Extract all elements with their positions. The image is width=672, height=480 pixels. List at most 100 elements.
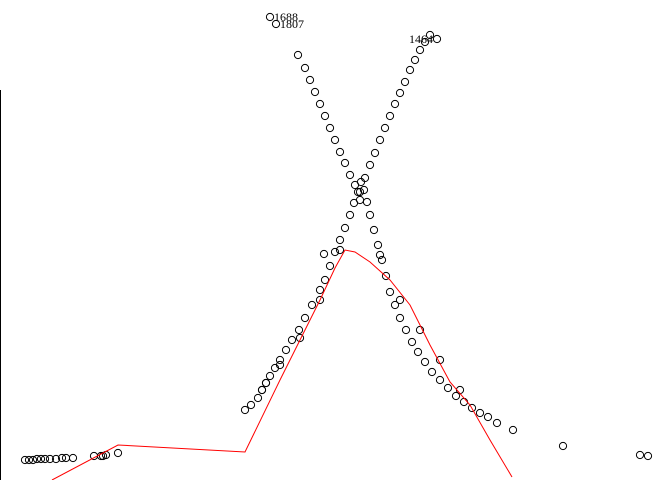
data-point <box>375 135 385 145</box>
data-point <box>400 77 410 87</box>
data-point <box>395 295 405 305</box>
data-point <box>57 453 67 463</box>
data-point <box>390 99 400 109</box>
data-point <box>330 135 340 145</box>
point-label-1688: 1688 <box>274 10 298 24</box>
data-point <box>40 454 50 464</box>
data-point <box>68 453 78 463</box>
data-point <box>265 12 275 22</box>
data-point <box>385 287 395 297</box>
data-point <box>335 147 345 157</box>
data-point <box>265 371 275 381</box>
data-point <box>427 367 437 377</box>
data-point <box>435 375 445 385</box>
data-point <box>325 261 335 271</box>
data-point <box>483 412 493 422</box>
data-point <box>246 400 256 410</box>
data-point <box>287 335 297 345</box>
data-point <box>340 158 350 168</box>
data-point <box>315 99 325 109</box>
data-point <box>305 75 315 85</box>
data-point <box>415 325 425 335</box>
data-point <box>257 385 267 395</box>
data-point <box>381 271 391 281</box>
data-point <box>359 185 369 195</box>
data-point <box>375 250 385 260</box>
data-point <box>51 454 61 464</box>
data-point <box>319 249 329 259</box>
data-point <box>36 454 46 464</box>
data-point <box>365 210 375 220</box>
data-point <box>410 55 420 65</box>
data-point <box>240 405 250 415</box>
data-point <box>113 448 123 458</box>
data-point <box>293 50 303 60</box>
data-point <box>355 187 365 197</box>
data-point <box>377 255 387 265</box>
data-point <box>340 223 350 233</box>
points-layer <box>20 12 653 465</box>
data-point <box>20 455 30 465</box>
data-point <box>405 65 415 75</box>
data-point <box>492 418 502 428</box>
data-point <box>420 357 430 367</box>
data-point <box>643 451 653 461</box>
data-point <box>475 408 485 418</box>
data-point <box>443 383 453 393</box>
data-point <box>508 425 518 435</box>
data-point <box>350 180 360 190</box>
data-point <box>261 378 271 388</box>
data-point <box>281 345 291 355</box>
data-point <box>32 454 42 464</box>
data-point <box>335 235 345 245</box>
data-point <box>355 195 365 205</box>
data-point <box>385 111 395 121</box>
data-point <box>320 111 330 121</box>
data-point <box>307 300 317 310</box>
data-point <box>420 37 430 47</box>
point-label-1464: 1464 <box>409 32 433 46</box>
data-point <box>45 454 55 464</box>
data-point <box>320 275 330 285</box>
data-point <box>369 225 379 235</box>
data-point <box>407 337 417 347</box>
data-point <box>413 347 423 357</box>
data-point <box>353 187 363 197</box>
data-point <box>395 313 405 323</box>
data-point <box>395 88 405 98</box>
fit-line <box>51 249 513 480</box>
data-point <box>345 210 355 220</box>
data-point <box>294 325 304 335</box>
data-point <box>335 245 345 255</box>
fit-line-layer <box>51 249 513 480</box>
data-point <box>467 403 477 413</box>
data-point <box>300 313 310 323</box>
data-point <box>459 397 469 407</box>
data-point <box>345 170 355 180</box>
data-point <box>451 391 461 401</box>
data-point <box>315 295 325 305</box>
data-point <box>365 160 375 170</box>
data-point <box>315 285 325 295</box>
data-point <box>425 30 435 40</box>
data-point <box>373 240 383 250</box>
data-point <box>253 393 263 403</box>
data-point <box>325 123 335 133</box>
data-point <box>275 355 285 365</box>
data-point <box>360 173 370 183</box>
annotation-layer: 1688 1807 1464 <box>274 10 433 46</box>
data-point <box>390 300 400 310</box>
data-point <box>295 333 305 343</box>
data-point <box>362 197 372 207</box>
data-point <box>432 34 442 44</box>
data-point <box>415 45 425 55</box>
data-point <box>300 63 310 73</box>
data-point <box>380 123 390 133</box>
data-point <box>271 19 281 29</box>
data-point <box>24 455 34 465</box>
data-point <box>28 455 38 465</box>
data-point <box>401 325 411 335</box>
data-point <box>330 247 340 257</box>
data-point <box>275 360 285 370</box>
